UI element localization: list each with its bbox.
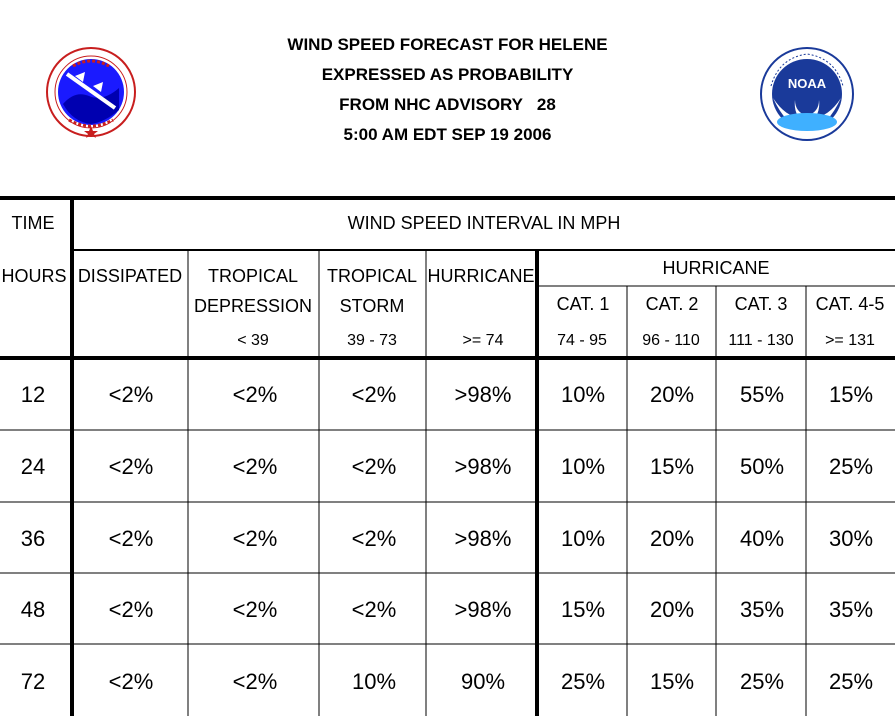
hours-header: HOURS xyxy=(1,266,66,286)
title-line-4: 5:00 AM EDT SEP 19 2006 xyxy=(343,125,552,144)
title-block: WIND SPEED FORECAST FOR HELENE EXPRESSED… xyxy=(0,30,895,150)
probability-cell: <2% xyxy=(109,526,154,551)
probability-cell: 25% xyxy=(829,454,873,479)
cat3-range: 111 - 130 xyxy=(728,332,793,349)
hours-cell: 36 xyxy=(21,526,45,551)
hurricane-range: >= 74 xyxy=(463,332,504,349)
probability-cell: 35% xyxy=(740,597,784,622)
title-line-2: EXPRESSED AS PROBABILITY xyxy=(321,65,574,84)
interval-header: WIND SPEED INTERVAL IN MPH xyxy=(348,213,621,233)
probability-cell: <2% xyxy=(233,669,278,694)
probability-cell: <2% xyxy=(109,669,154,694)
cat3-header: CAT. 3 xyxy=(735,294,788,314)
probability-cell: 10% xyxy=(352,669,396,694)
probability-cell: <2% xyxy=(233,526,278,551)
probability-cell: <2% xyxy=(352,597,397,622)
nws-logo-icon xyxy=(46,47,136,138)
probability-cell: 40% xyxy=(740,526,784,551)
ts-range: 39 - 73 xyxy=(347,332,397,349)
probability-cell: 90% xyxy=(461,669,505,694)
td-header-line1: TROPICAL xyxy=(208,266,298,286)
probability-cell: <2% xyxy=(352,382,397,407)
probability-cell: <2% xyxy=(109,597,154,622)
probability-cell: >98% xyxy=(455,454,512,479)
noaa-logo-text: NOAA xyxy=(788,76,827,91)
probability-cell: 15% xyxy=(829,382,873,407)
probability-cell: 25% xyxy=(829,669,873,694)
probability-cell: 10% xyxy=(561,454,605,479)
cat1-header: CAT. 1 xyxy=(557,294,610,314)
ts-header-line1: TROPICAL xyxy=(327,266,417,286)
probability-cell: 20% xyxy=(650,597,694,622)
hours-cell: 12 xyxy=(21,382,45,407)
probability-cell: 30% xyxy=(829,526,873,551)
td-range: < 39 xyxy=(237,332,269,349)
ts-header-line2: STORM xyxy=(340,296,405,316)
probability-cell: 15% xyxy=(561,597,605,622)
td-header-line2: DEPRESSION xyxy=(194,296,312,316)
probability-cell: 35% xyxy=(829,597,873,622)
probability-cell: 55% xyxy=(740,382,784,407)
probability-cell: 20% xyxy=(650,382,694,407)
probability-cell: >98% xyxy=(455,597,512,622)
hours-cell: 24 xyxy=(21,454,45,479)
probability-cell: >98% xyxy=(455,526,512,551)
probability-cell: 25% xyxy=(561,669,605,694)
data-rows: 12 <2% <2% <2% >98% 10% 20% 55% 15% 24 <2% <2% <2% >9… xyxy=(21,382,873,694)
probability-cell: 10% xyxy=(561,382,605,407)
title-line-1: WIND SPEED FORECAST FOR HELENE xyxy=(287,35,608,54)
cat45-header: CAT. 4-5 xyxy=(816,294,885,314)
time-header: TIME xyxy=(12,213,55,233)
probability-cell: 10% xyxy=(561,526,605,551)
hours-cell: 72 xyxy=(21,669,45,694)
probability-cell: >98% xyxy=(455,382,512,407)
cat1-range: 74 - 95 xyxy=(557,332,607,349)
hurricane-group-header: HURRICANE xyxy=(662,258,769,278)
cat45-range: >= 131 xyxy=(825,332,875,349)
probability-cell: 15% xyxy=(650,669,694,694)
probability-cell: <2% xyxy=(109,454,154,479)
hours-cell: 48 xyxy=(21,597,45,622)
title-line-3: FROM NHC ADVISORY 28 xyxy=(339,95,556,114)
probability-cell: <2% xyxy=(109,382,154,407)
probability-cell: 20% xyxy=(650,526,694,551)
probability-cell: 50% xyxy=(740,454,784,479)
probability-cell: <2% xyxy=(233,454,278,479)
noaa-logo-icon: NOAA xyxy=(760,47,854,141)
dissipated-header: DISSIPATED xyxy=(78,266,182,286)
probability-cell: <2% xyxy=(352,454,397,479)
probability-cell: <2% xyxy=(233,597,278,622)
probability-cell: 15% xyxy=(650,454,694,479)
probability-cell: <2% xyxy=(233,382,278,407)
cat2-header: CAT. 2 xyxy=(646,294,699,314)
probability-cell: 25% xyxy=(740,669,784,694)
probability-cell: <2% xyxy=(352,526,397,551)
hurricane-header: HURRICANE xyxy=(427,266,534,286)
cat2-range: 96 - 110 xyxy=(642,332,700,349)
